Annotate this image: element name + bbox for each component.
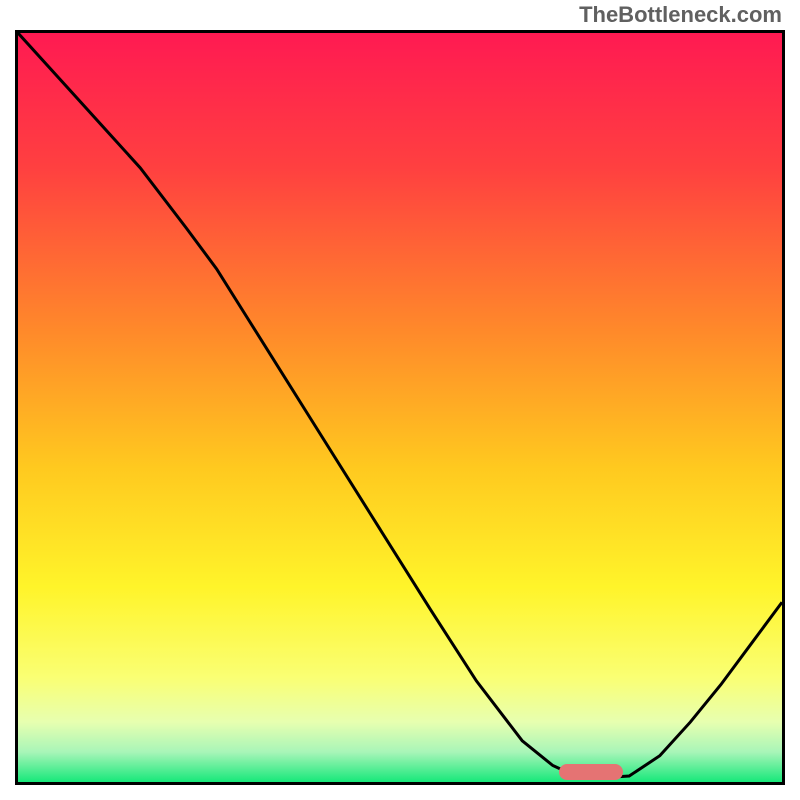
watermark-text: TheBottleneck.com	[579, 2, 782, 28]
plot-minimum-marker	[559, 764, 624, 780]
plot-frame	[15, 30, 785, 785]
plot-curve-svg	[18, 33, 782, 782]
plot-curve-path	[18, 33, 782, 778]
